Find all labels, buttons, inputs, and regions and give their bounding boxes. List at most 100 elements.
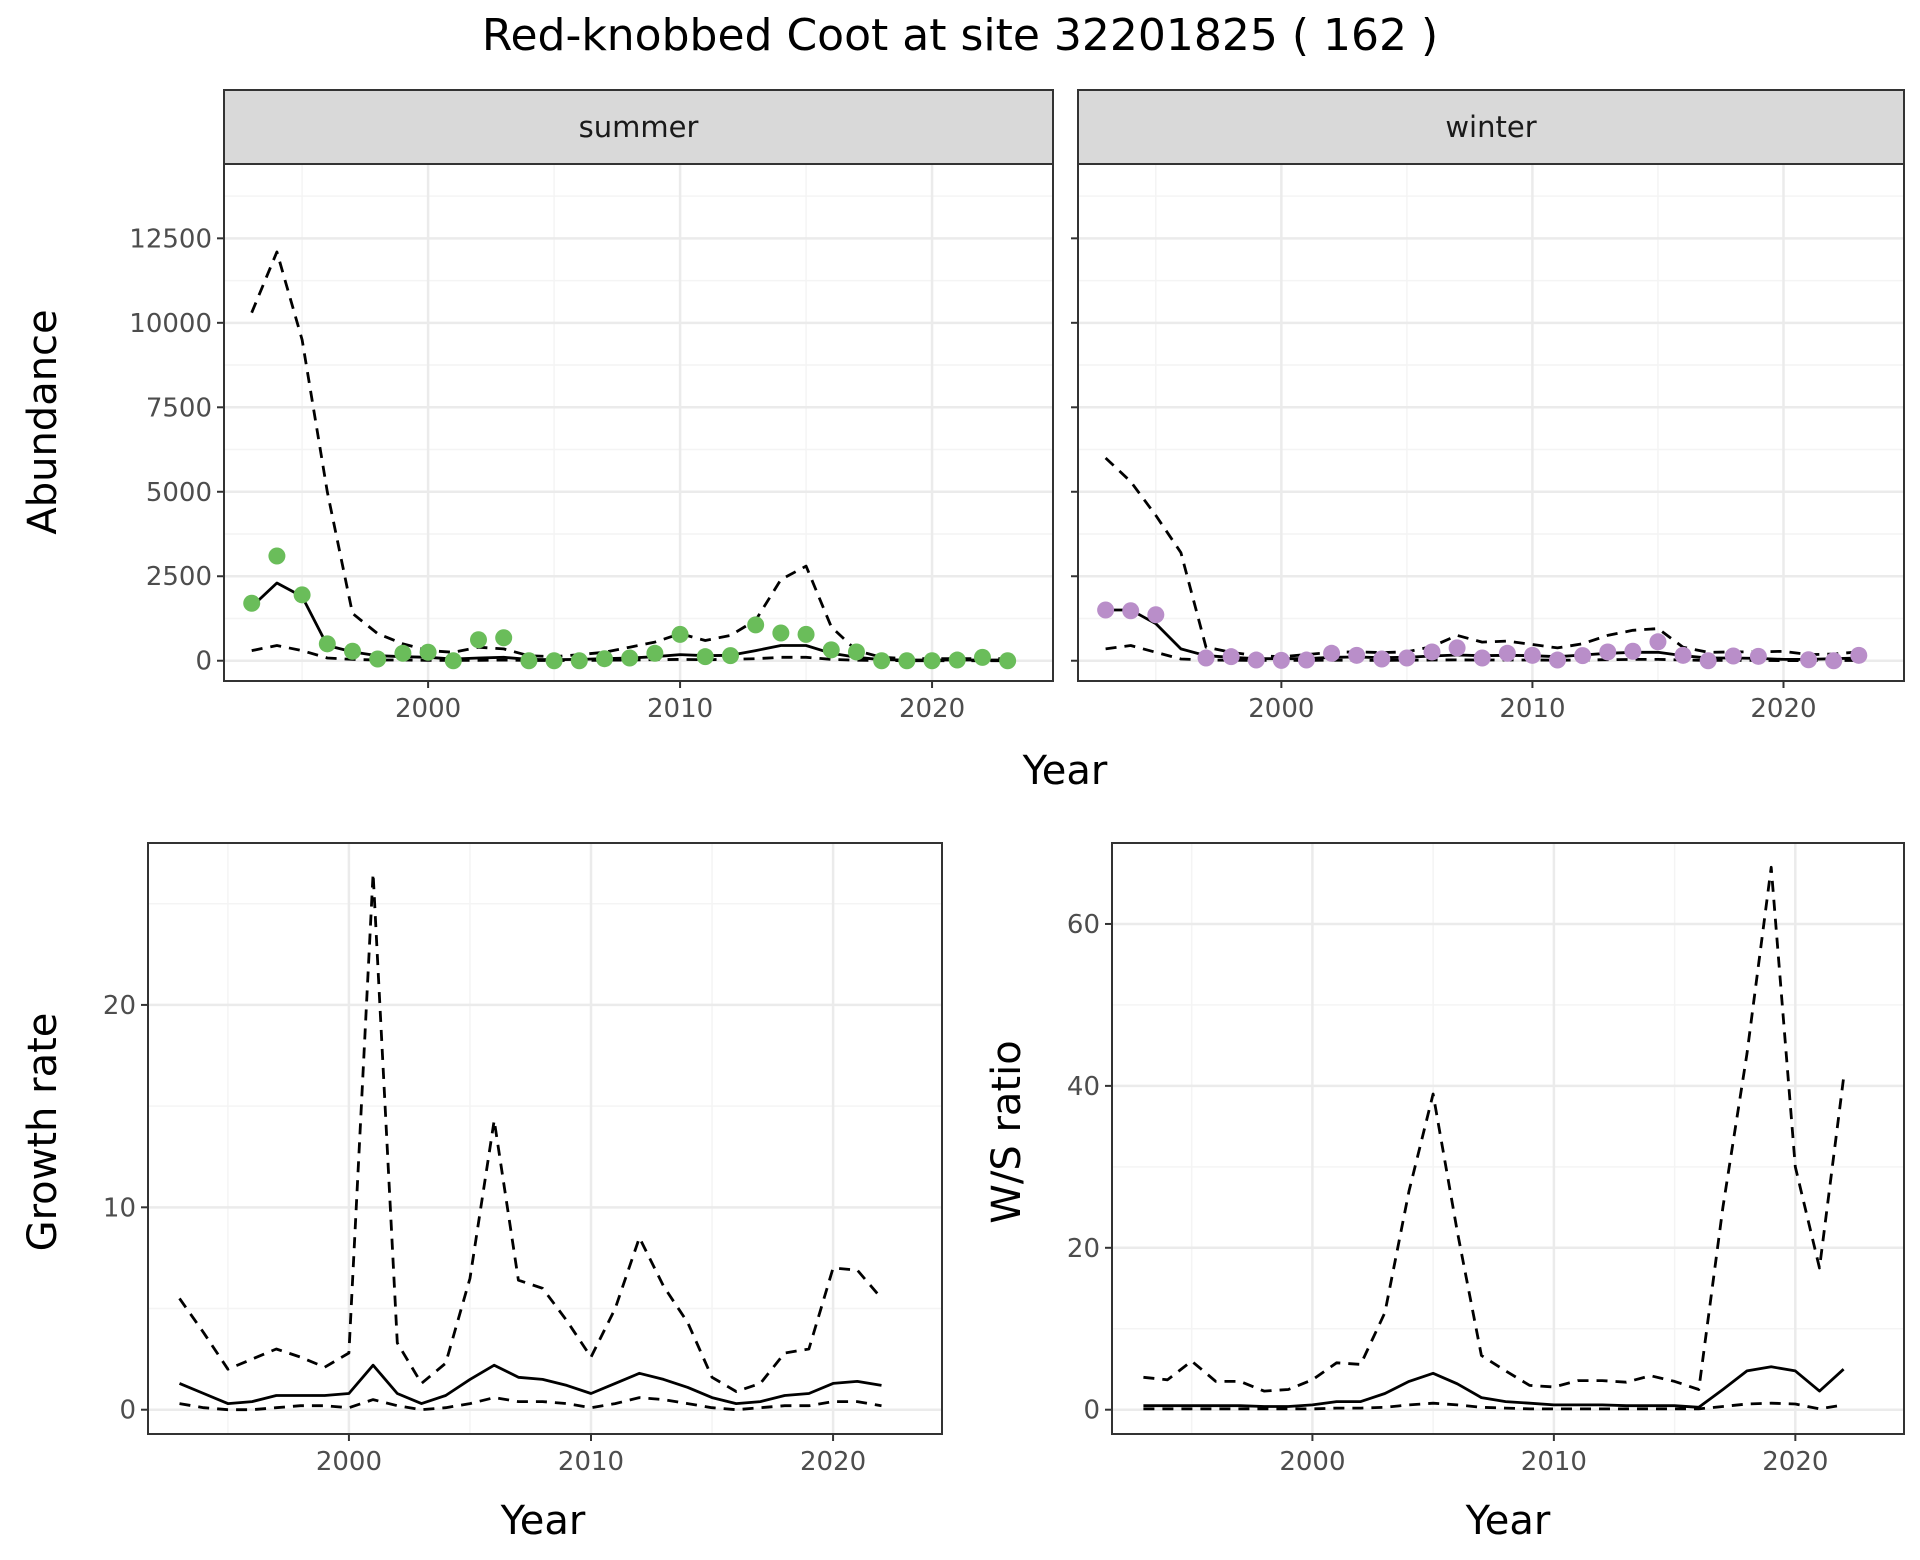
y-tick-label: 10000 xyxy=(129,309,212,339)
x-tick-label: 2010 xyxy=(1499,694,1565,724)
data-point xyxy=(1222,648,1240,666)
series-line-bound-1 xyxy=(1143,865,1845,1393)
top-row-x-axis-title: Year xyxy=(1022,748,1108,794)
series-line-bound-2 xyxy=(1143,1401,1844,1411)
data-point xyxy=(1272,651,1290,669)
data-point xyxy=(999,652,1017,670)
data-point xyxy=(1674,646,1692,664)
data-point xyxy=(1599,643,1617,661)
plot-area-winter xyxy=(1078,164,1904,681)
x-tick-label: 2010 xyxy=(1521,1447,1587,1477)
data-point xyxy=(847,643,865,661)
plot-area-ws_ratio xyxy=(1112,843,1904,1434)
y-tick-label: 40 xyxy=(1067,1072,1100,1102)
strip-header-summer xyxy=(223,89,1054,165)
data-point xyxy=(495,629,513,647)
plot-area-growth xyxy=(148,843,942,1434)
data-point xyxy=(948,651,966,669)
y-tick-label: 20 xyxy=(1067,1234,1100,1264)
data-point xyxy=(747,616,765,634)
data-point xyxy=(898,652,916,670)
ws-ratio-x-axis-title: Year xyxy=(1465,1498,1551,1544)
growth-y-axis-title: Growth rate xyxy=(20,1013,66,1252)
data-point xyxy=(1649,633,1667,651)
data-point xyxy=(268,547,286,565)
strip-header-winter xyxy=(1077,89,1905,165)
data-point xyxy=(394,644,412,662)
data-point xyxy=(1850,646,1868,664)
data-point xyxy=(1498,644,1516,662)
data-point xyxy=(1549,651,1567,669)
series-line-estimate xyxy=(178,1363,882,1405)
series-line-bound-1 xyxy=(178,872,883,1393)
data-point xyxy=(1147,606,1165,624)
x-tick-label: 2020 xyxy=(800,1447,866,1477)
data-point xyxy=(1699,652,1717,670)
y-tick-label: 0 xyxy=(195,647,212,677)
data-point xyxy=(1373,650,1391,668)
x-tick-label: 2000 xyxy=(316,1447,382,1477)
data-point xyxy=(369,650,387,668)
x-tick-label: 2000 xyxy=(395,694,461,724)
panel-border-ws_ratio xyxy=(1111,842,1905,1435)
data-point xyxy=(1825,652,1843,670)
y-tick-label: 60 xyxy=(1067,910,1100,940)
data-point xyxy=(1348,646,1366,664)
data-point xyxy=(318,635,336,653)
data-point xyxy=(344,642,362,660)
data-point xyxy=(1197,649,1215,667)
data-point xyxy=(822,641,840,659)
data-point xyxy=(923,652,941,670)
data-point xyxy=(1122,602,1140,620)
panel-growth-rate: 2000 2010 2020 0 10 20 xyxy=(103,842,943,1477)
data-point xyxy=(520,652,538,670)
data-point xyxy=(1297,651,1315,669)
y-tick-label: 12500 xyxy=(129,224,212,254)
data-point xyxy=(1624,642,1642,660)
x-tick-label: 2010 xyxy=(558,1447,624,1477)
x-tick-label: 2020 xyxy=(1750,694,1816,724)
series-line-estimate xyxy=(1143,1365,1845,1409)
x-tick-label: 2020 xyxy=(899,694,965,724)
y-tick-label: 0 xyxy=(119,1396,136,1426)
y-tick-label: 20 xyxy=(103,991,136,1021)
data-point xyxy=(646,644,664,662)
y-tick-label: 0 xyxy=(1083,1396,1100,1426)
panel-border-growth xyxy=(147,842,943,1435)
data-point xyxy=(1724,647,1742,665)
data-point xyxy=(797,625,815,643)
data-point xyxy=(469,631,487,649)
data-point xyxy=(1800,651,1818,669)
data-point xyxy=(293,586,311,604)
x-tick-label: 2010 xyxy=(647,694,713,724)
data-point xyxy=(772,624,790,642)
series-line-bound-2 xyxy=(179,1396,882,1412)
strip-label-summer: summer xyxy=(579,110,699,144)
data-point xyxy=(1423,643,1441,661)
data-point xyxy=(1574,647,1592,665)
panel-winter-abundance: winter 2000 2010 2020 xyxy=(1071,89,1905,724)
panel-summer-abundance: summer 2000 2010 2020 0 2500 5000 7500 10000 1250… xyxy=(129,89,1054,724)
x-tick-label: 2020 xyxy=(1762,1447,1828,1477)
y-tick-label: 7500 xyxy=(146,393,212,423)
data-point xyxy=(873,652,891,670)
x-tick-label: 2000 xyxy=(1248,694,1314,724)
y-tick-label: 10 xyxy=(103,1193,136,1223)
data-point xyxy=(545,652,563,670)
data-point xyxy=(1448,639,1466,657)
y-tick-label: 5000 xyxy=(146,478,212,508)
abundance-y-axis-title: Abundance xyxy=(20,309,66,534)
data-point xyxy=(671,625,689,643)
data-point xyxy=(570,652,588,670)
plot-area-summer xyxy=(224,164,1053,681)
data-point xyxy=(973,648,991,666)
y-tick-label: 2500 xyxy=(146,562,212,592)
data-point xyxy=(1323,644,1341,662)
series-line-bound-1 xyxy=(250,250,1008,661)
panel-ws-ratio: 2000 2010 2020 0 20 40 60 xyxy=(1067,842,1905,1477)
panel-border-summer xyxy=(223,163,1054,682)
data-point xyxy=(444,652,462,670)
growth-x-axis-title: Year xyxy=(500,1498,586,1544)
data-point xyxy=(1398,649,1416,667)
